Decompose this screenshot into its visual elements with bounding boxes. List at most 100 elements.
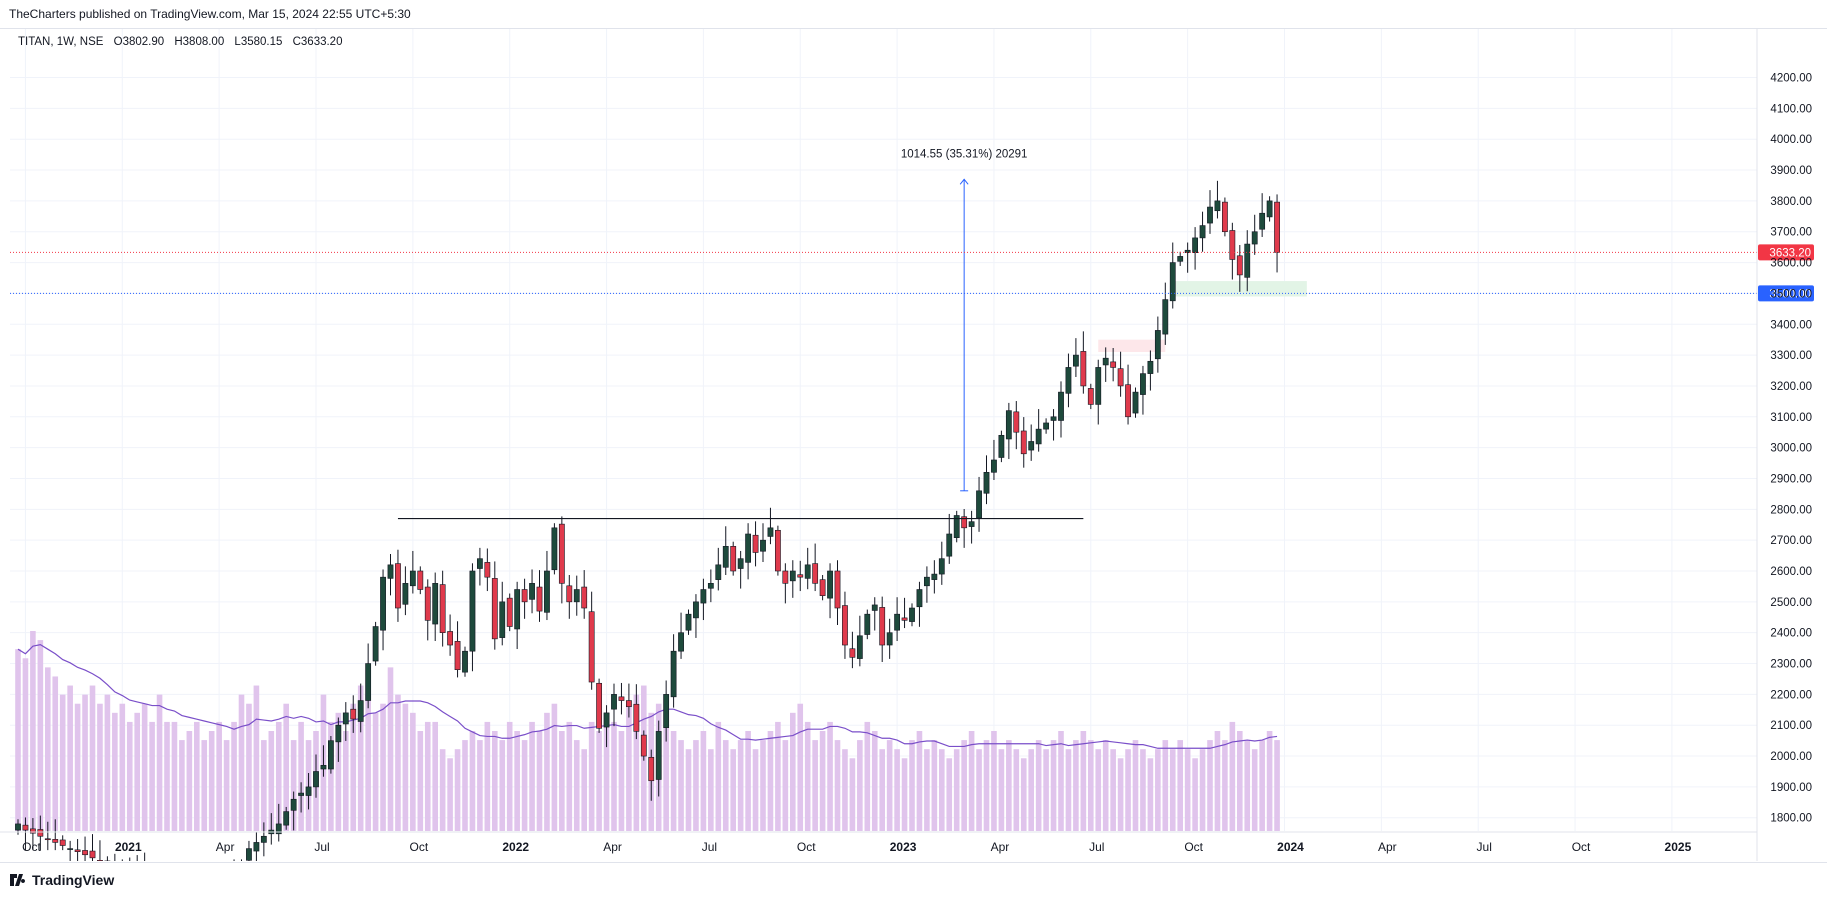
candle [597,679,602,733]
candle [1006,403,1011,459]
price-tick: 1800.00 [1770,813,1812,825]
candle-body [1021,431,1026,454]
candle [373,622,378,666]
volume-bar [45,667,51,831]
volume-bar [425,722,431,831]
candle [939,542,944,585]
volume-bar [1133,740,1139,831]
candle-body [1237,256,1242,275]
candle [678,613,683,659]
volume-bar [805,722,811,831]
candle [671,634,676,707]
candle [97,840,102,861]
candle-body [1036,429,1041,444]
volume-bar [432,722,438,831]
volume-bar [775,722,781,831]
time-tick: Jul [314,840,329,854]
volume-bar [753,749,759,831]
candle-body [1207,207,1212,223]
candle [760,523,765,562]
volume-ma-line [18,645,1277,749]
candle [634,684,639,739]
candle [559,516,564,603]
volume-bar [105,695,111,831]
candle-body [380,577,385,630]
candle [485,548,490,591]
candle-body [1096,367,1101,404]
candle [522,579,527,619]
zones [1098,281,1307,352]
candle [1111,348,1116,381]
candle [537,570,542,622]
candle-body [306,787,311,796]
candle [813,544,818,591]
volume-bar [485,722,491,831]
time-tick: Apr [216,840,235,854]
candle [932,560,937,593]
volume-bar [626,704,632,831]
volume-bar [231,722,237,831]
candle-body [999,435,1004,457]
candle-body [358,701,363,722]
candle [395,550,400,622]
candle [1230,223,1235,280]
candle-body [820,580,825,596]
candle [433,573,438,641]
candle-body [976,491,981,518]
volume-bar [149,722,155,831]
volume-bar [932,740,938,831]
candle [1044,418,1049,433]
candle [75,839,80,861]
candle [105,856,110,861]
volume-bar [1021,758,1027,831]
candle [686,610,691,635]
candle [887,619,892,659]
candle-body [1274,202,1279,252]
candle-body [462,651,467,672]
candle [60,835,65,850]
candle [1193,227,1198,270]
volume-bar [581,749,587,831]
time-tick: Oct [797,840,816,854]
candle-body [261,836,266,842]
volume-bar [1230,722,1236,831]
volume-bar [410,713,416,831]
volume-bar [686,749,692,831]
candle [1096,360,1101,425]
volume-bar [239,695,245,831]
candle-body [932,574,937,580]
candle-body [969,522,974,527]
tradingview-logo[interactable]: TradingView [10,872,114,888]
grid [10,29,1757,831]
candle [1200,212,1205,252]
price-tick: 2800.00 [1770,504,1812,516]
candle-body [552,528,557,570]
volume-bar [529,722,535,831]
candle [693,594,698,638]
volume-bar [1252,749,1258,831]
candle [909,603,914,626]
candle [991,440,996,480]
volume-bar [23,658,29,831]
price-tick: 3300.00 [1770,350,1812,362]
candle-body [522,590,527,602]
volume-bar [865,722,871,831]
candle-body [410,571,415,586]
volume-bar [693,740,699,831]
candle-body [68,849,73,850]
candle-body [1118,369,1123,386]
volume-bar [1177,740,1183,831]
candle-body [1252,232,1257,244]
volume-bar [730,749,736,831]
volume-bar [879,749,885,831]
volume-bar [1028,749,1034,831]
volume-bar [812,740,818,831]
candle [231,859,236,861]
candle [142,853,147,861]
volume-bar [999,749,1005,831]
candle [924,566,929,602]
candle [239,859,244,861]
candle-body [1170,263,1175,301]
